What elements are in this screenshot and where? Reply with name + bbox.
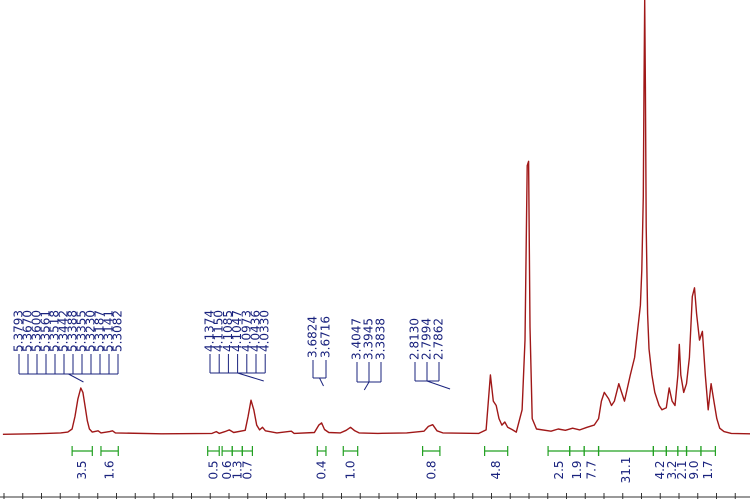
integral-region: 1.0 — [342, 446, 359, 480]
integral-value: 0.6 — [220, 460, 234, 479]
peak-label: 2.7862 — [432, 318, 446, 360]
integral-region: 7.7 — [583, 446, 600, 480]
peak-label: 4.1047 — [230, 310, 244, 352]
integral-region: 1.7 — [700, 446, 716, 480]
integral-region: 0.5 — [206, 446, 220, 480]
peak-label: 5.3670 — [21, 310, 35, 352]
integral-value: 2.1 — [675, 460, 689, 479]
integral-value: 1.3 — [230, 460, 244, 479]
peak-label: 5.3187 — [93, 310, 107, 352]
peak-label: 4.0973 — [239, 310, 253, 352]
peak-label-pointer — [426, 380, 451, 390]
peak-label: 5.3561 — [39, 310, 53, 352]
peak-label: 4.1085 — [221, 310, 235, 352]
integral-region: 0.7 — [240, 446, 254, 480]
peak-label-group: 4.13744.11504.10854.10474.09734.04364.03… — [203, 310, 272, 382]
peak-label-layer: 5.37935.36705.36005.35615.35185.34425.33… — [12, 310, 451, 391]
peak-label: 3.3838 — [374, 318, 388, 360]
integral-value: 1.7 — [701, 460, 715, 479]
integral-layer: 3.5 1.6 0.5 0.61.30.7 0.4 1.0 0.8 4.8 2.5 1.9 7.7 3… — [71, 446, 716, 484]
peak-label: 4.1374 — [203, 310, 217, 352]
peak-label: 3.6824 — [306, 316, 320, 358]
integral-value: 31.1 — [619, 457, 633, 484]
integral-value: 0.5 — [206, 460, 220, 479]
peak-label: 5.3355 — [75, 310, 89, 352]
peak-label: 4.1150 — [212, 310, 226, 352]
peak-label: 5.3793 — [12, 310, 26, 352]
integral-value: 0.8 — [424, 460, 438, 479]
peak-label: 5.3518 — [48, 310, 62, 352]
peak-label: 2.7994 — [420, 318, 434, 360]
peak-label-group: 3.6824 3.6716 — [306, 316, 333, 387]
integral-value: 4.8 — [489, 460, 503, 479]
integral-region: 0.8 — [421, 446, 441, 480]
integral-region: 1.9 — [569, 446, 585, 480]
integral-value: 0.4 — [315, 460, 329, 479]
peak-label-pointer — [363, 381, 370, 391]
peak-label: 5.3388 — [66, 310, 80, 352]
peak-label-pointer — [68, 373, 84, 383]
peak-label: 5.3442 — [57, 310, 71, 352]
integral-region: 31.1 — [597, 446, 654, 484]
integral-value: 1.6 — [103, 460, 117, 479]
peak-label: 5.3082 — [111, 310, 125, 352]
integral-region: 0.4 — [315, 446, 329, 480]
integral-value: 4.2 — [653, 460, 667, 479]
peak-label: 5.3141 — [102, 310, 116, 352]
peak-label-pointer — [319, 377, 324, 387]
peak-label: 2.8130 — [408, 318, 422, 360]
peak-label-group: 5.37935.36705.36005.35615.35185.34425.33… — [12, 310, 125, 383]
peak-label: 5.3600 — [30, 310, 44, 352]
integral-region: 1.6 — [100, 446, 119, 480]
integral-value: 7.7 — [584, 460, 598, 479]
peak-label: 5.3230 — [84, 310, 98, 352]
peak-label: 3.3945 — [362, 318, 376, 360]
peak-label: 3.4047 — [350, 318, 364, 360]
peak-label: 3.6716 — [319, 316, 333, 358]
spectrum-layer — [2, 0, 750, 435]
integral-value: 9.0 — [687, 460, 701, 479]
integral-value: 3.5 — [75, 460, 89, 479]
integral-value: 2.5 — [552, 460, 566, 479]
peak-label: 4.0436 — [249, 310, 263, 352]
integral-value: 0.7 — [240, 460, 254, 479]
integral-region: 4.8 — [484, 446, 509, 480]
integral-value: 3.2 — [665, 460, 679, 479]
integral-value: 1.9 — [570, 460, 584, 479]
integral-region: 2.5 — [547, 446, 571, 480]
peak-label: 4.0330 — [258, 310, 272, 352]
peak-label-pointer — [237, 372, 264, 382]
integral-region: 3.5 — [71, 446, 93, 480]
integral-region: 9.0 — [685, 446, 702, 480]
spectrum-line — [2, 0, 750, 435]
x-axis — [0, 493, 750, 499]
integral-value: 1.0 — [343, 460, 357, 479]
